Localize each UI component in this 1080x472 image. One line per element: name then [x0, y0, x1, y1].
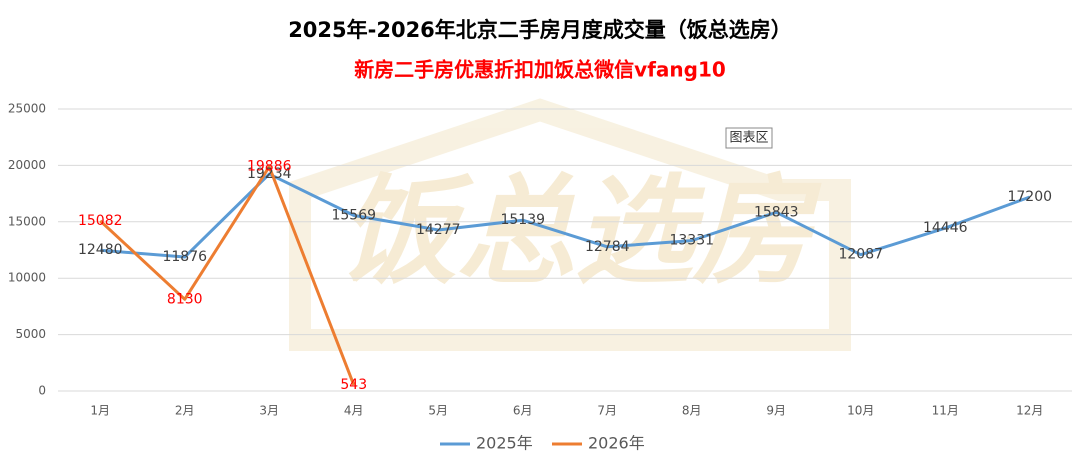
- tooltip: 图表区: [729, 131, 768, 146]
- data-label: 14277: [416, 222, 461, 238]
- data-label: 12480: [78, 242, 123, 258]
- data-label: 8130: [167, 291, 203, 307]
- x-tick-label: 11月: [932, 404, 959, 418]
- x-tick-label: 9月: [766, 404, 786, 418]
- x-tick-label: 3月: [259, 404, 279, 418]
- tooltip-box: [725, 127, 773, 149]
- data-label: 15139: [500, 212, 545, 228]
- legend-label: 2025年: [476, 434, 533, 453]
- y-tick-label: 5000: [15, 327, 46, 341]
- data-label: 11876: [162, 249, 207, 265]
- data-label: 14446: [923, 220, 968, 236]
- chart-subtitle: 新房二手房优惠折扣加饭总微信vfang10: [354, 58, 726, 82]
- data-label: 19234: [247, 166, 292, 182]
- y-tick-label: 0: [38, 384, 46, 398]
- data-label: 543: [340, 377, 367, 393]
- legend-label: 2026年: [588, 434, 645, 453]
- chart-title: 2025年-2026年北京二手房月度成交量（饭总选房）: [288, 18, 792, 42]
- x-tick-label: 5月: [428, 404, 448, 418]
- x-tick-label: 12月: [1016, 404, 1043, 418]
- y-tick-label: 25000: [8, 102, 46, 116]
- x-tick-label: 6月: [513, 404, 533, 418]
- data-label: 15569: [331, 207, 376, 223]
- y-tick-label: 10000: [8, 271, 46, 285]
- data-label: 19886: [247, 159, 292, 175]
- series-line: [99, 165, 356, 386]
- data-label: 15082: [78, 213, 123, 229]
- watermark: 饭总选房: [339, 162, 822, 300]
- data-label: 12784: [585, 239, 630, 255]
- x-tick-label: 7月: [597, 404, 617, 418]
- data-label: 13331: [669, 233, 714, 249]
- data-label: 15843: [754, 204, 799, 220]
- x-tick-label: 2月: [175, 404, 195, 418]
- x-tick-label: 10月: [847, 404, 874, 418]
- x-tick-label: 4月: [344, 404, 364, 418]
- x-tick-label: 1月: [90, 404, 110, 418]
- y-tick-label: 15000: [8, 214, 46, 228]
- y-tick-label: 20000: [8, 158, 46, 172]
- x-tick-label: 8月: [682, 404, 702, 418]
- data-label: 12087: [838, 247, 883, 263]
- data-label: 17200: [1007, 189, 1052, 205]
